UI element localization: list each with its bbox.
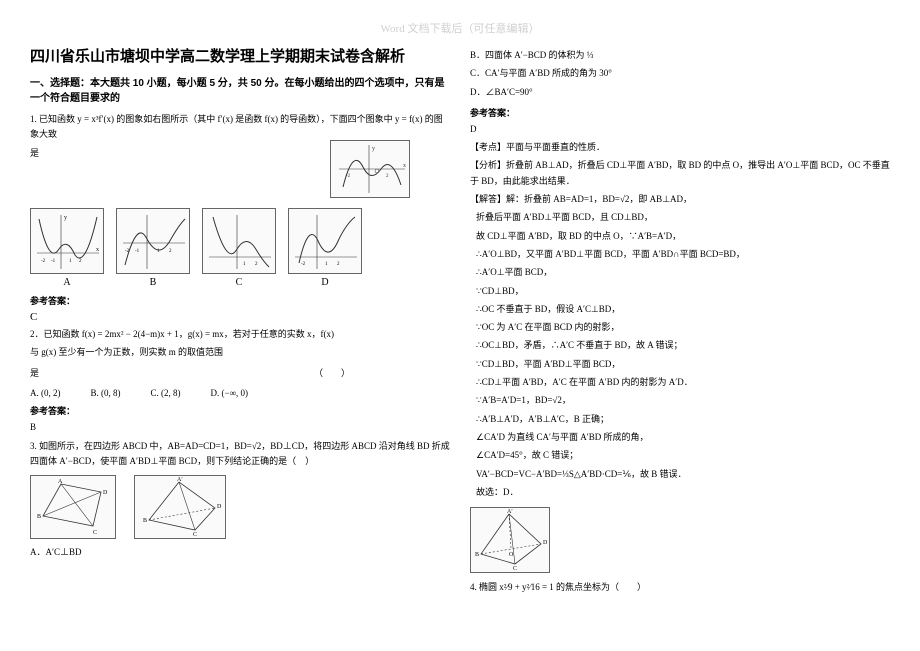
solution-figure: A′ B C D O — [470, 507, 550, 573]
q1-option-c: 1 2 C — [202, 208, 276, 288]
opt-b-label: B — [116, 277, 190, 288]
s3: ∴A′O⊥BD，又平面 A′BD⊥平面 BCD，平面 A′BD∩平面 BCD=B… — [470, 247, 890, 262]
option-a-graph-icon: -2 -1 1 2 y x — [31, 209, 103, 273]
left-column: 四川省乐山市塘坝中学高二数学理上学期期末试卷含解析 一、选择题：本大题共 10 … — [30, 45, 450, 598]
q2-answer: B — [30, 420, 450, 435]
q3-option-c: C．CA′与平面 A′BD 所成的角为 30° — [470, 66, 890, 81]
svg-text:2: 2 — [169, 249, 172, 254]
s6: ∴OC 不垂直于 BD，假设 A′C⊥BD， — [470, 302, 890, 317]
svg-text:1: 1 — [243, 262, 246, 267]
q3-text: 3. 如图所示，在四边形 ABCD 中，AB=AD=CD=1，BD=√2，BD⊥… — [30, 439, 450, 470]
s12: ∴A′B⊥A′D，A′B⊥A′C，B 正确； — [470, 412, 890, 427]
opt-d-label: D — [288, 277, 362, 288]
s5: ∵CD⊥BD， — [470, 284, 890, 299]
q1-ref-graph: x y -2 2 — [330, 140, 410, 198]
q1-options-row: -2 -1 1 2 y x A -2 — [30, 208, 450, 288]
s10: ∴CD⊥平面 A′BD，A′C 在平面 A′BD 内的射影为 A′D． — [470, 375, 890, 390]
svg-text:2: 2 — [255, 262, 258, 267]
option-b-graph-icon: -2 -1 1 2 — [117, 209, 189, 273]
svg-text:-1: -1 — [51, 259, 56, 264]
svg-text:B: B — [37, 514, 41, 520]
q3-answer-label: 参考答案： — [470, 106, 890, 119]
svg-text:x: x — [403, 163, 406, 169]
svg-text:1: 1 — [325, 262, 328, 267]
fenxi: 【分析】折叠前 AB⊥AD，折叠后 CD⊥平面 A′BD，取 BD 的中点 O，… — [470, 158, 890, 189]
svg-text:D: D — [543, 540, 548, 546]
s2: 故 CD⊥平面 A′BD，取 BD 的中点 O，∵A′B=A′D， — [470, 229, 890, 244]
kaodian: 【考点】平面与平面垂直的性质． — [470, 140, 890, 155]
svg-text:A′: A′ — [507, 509, 513, 515]
svg-text:A: A — [58, 479, 63, 485]
s14: ∠CA′D=45°，故 C 错误； — [470, 448, 890, 463]
opt-a-label: A — [30, 277, 104, 288]
q3-option-d: D．∠BA′C=90° — [470, 85, 890, 100]
svg-text:2: 2 — [337, 262, 340, 267]
q1-text: 1. 已知函数 y = x³f′(x) 的图象如右图所示（其中 f′(x) 是函… — [30, 112, 450, 143]
svg-text:2: 2 — [386, 174, 389, 179]
q4-text: 4. 椭圆 x²⁄9 + y²⁄16 = 1 的焦点坐标为（ ） — [470, 580, 890, 595]
s4: ∴A′O⊥平面 BCD， — [470, 265, 890, 280]
s7: ∵OC 为 A′C 在平面 BCD 内的射影， — [470, 320, 890, 335]
cubic-graph-icon: x y -2 2 — [331, 141, 409, 197]
svg-text:2: 2 — [79, 259, 82, 264]
s11: ∵A′B=A′D=1，BD=√2， — [470, 393, 890, 408]
q2-text-b: 与 g(x) 至少有一个为正数，则实数 m 的取值范围 — [30, 345, 450, 360]
q2-choice-b: B. (0, 8) — [91, 388, 121, 398]
option-d-graph-icon: -2 1 2 — [289, 209, 361, 273]
s1: 折叠后平面 A′BD⊥平面 BCD，且 CD⊥BD， — [470, 210, 890, 225]
watermark: Word 文档下载后（可任意编辑） — [0, 20, 920, 36]
svg-text:-1: -1 — [135, 249, 140, 254]
svg-text:-2: -2 — [301, 262, 306, 267]
q2-choice-c: C. (2, 8) — [151, 388, 181, 398]
svg-text:D: D — [217, 504, 222, 510]
s13: ∠CA′D 为直线 CA′与平面 A′BD 所成的角， — [470, 430, 890, 445]
svg-text:y: y — [372, 146, 375, 152]
q3-figures: A D B C A′ B C D — [30, 475, 450, 539]
s8: ∴OC⊥BD，矛盾，∴A′C 不垂直于 BD，故 A 错误； — [470, 338, 890, 353]
jieda: 【解答】解：折叠前 AB=AD=1，BD=√2，即 AB⊥AD， — [470, 192, 890, 207]
svg-text:-2: -2 — [125, 249, 130, 254]
q3-answer: D — [470, 122, 890, 137]
svg-text:C: C — [193, 532, 197, 538]
svg-text:A′: A′ — [177, 477, 183, 483]
q2-choice-d: D. (−∞, 0) — [211, 388, 249, 398]
page-container: 四川省乐山市塘坝中学高二数学理上学期期末试卷含解析 一、选择题：本大题共 10 … — [0, 0, 920, 608]
q2-choice-a: A. (0, 2) — [30, 388, 61, 398]
svg-text:x: x — [96, 247, 99, 253]
q1-answer: C — [30, 311, 450, 323]
svg-text:-2: -2 — [346, 174, 351, 179]
doc-title: 四川省乐山市塘坝中学高二数学理上学期期末试卷含解析 — [30, 45, 450, 66]
q2-is: 是 — [30, 366, 39, 381]
q1-option-d: -2 1 2 D — [288, 208, 362, 288]
s15: VA′−BCD=VC−A′BD=⅓S△A′BD·CD=⅙，故 B 错误． — [470, 467, 890, 482]
q1-answer-label: 参考答案： — [30, 294, 450, 307]
svg-text:B: B — [475, 552, 479, 558]
q1-option-a: -2 -1 1 2 y x A — [30, 208, 104, 288]
svg-text:B: B — [143, 518, 147, 524]
q1-option-b: -2 -1 1 2 B — [116, 208, 190, 288]
tetrahedron-aprime-bcd-icon: A′ B C D — [135, 476, 225, 538]
s9: ∵CD⊥BD，平面 A′BD⊥平面 BCD， — [470, 357, 890, 372]
q3-option-a: A．A′C⊥BD — [30, 545, 450, 560]
right-column: B．四面体 A′−BCD 的体积为 ⅓ C．CA′与平面 A′BD 所成的角为 … — [470, 45, 890, 598]
tetrahedron-solution-icon: A′ B C D O — [471, 508, 549, 572]
q2-text-a: 2．已知函数 f(x) = 2mx² − 2(4−m)x + 1，g(x) = … — [30, 327, 450, 342]
svg-text:-2: -2 — [41, 259, 46, 264]
svg-text:D: D — [103, 490, 108, 496]
quadrilateral-abcd-icon: A D B C — [31, 476, 115, 538]
q2-blank: （ ） — [314, 366, 350, 381]
q3-option-b: B．四面体 A′−BCD 的体积为 ⅓ — [470, 48, 890, 63]
s16: 故选：D． — [470, 485, 890, 500]
svg-text:C: C — [513, 566, 517, 572]
svg-text:C: C — [93, 530, 97, 536]
option-c-graph-icon: 1 2 — [203, 209, 275, 273]
q2-answer-label: 参考答案： — [30, 404, 450, 417]
q2-choices: A. (0, 2) B. (0, 8) C. (2, 8) D. (−∞, 0) — [30, 388, 450, 398]
opt-c-label: C — [202, 277, 276, 288]
svg-text:y: y — [64, 215, 67, 221]
svg-text:1: 1 — [69, 259, 72, 264]
svg-text:O: O — [509, 552, 514, 558]
section-1-heading: 一、选择题：本大题共 10 小题，每小题 5 分，共 50 分。在每小题给出的四… — [30, 76, 450, 106]
